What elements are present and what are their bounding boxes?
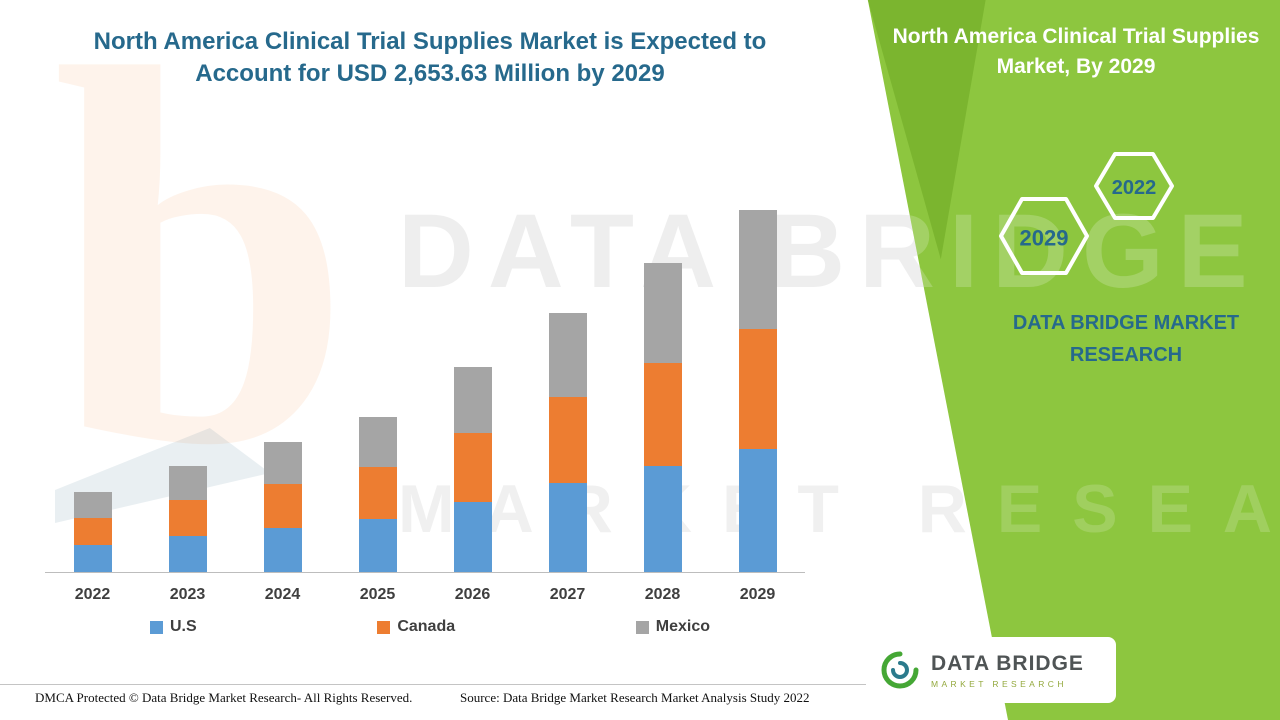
bar-segment-mexico-2028 xyxy=(643,263,682,364)
footer-source: Source: Data Bridge Market Research Mark… xyxy=(460,690,810,705)
footer-copyright: DMCA Protected © Data Bridge Market Rese… xyxy=(35,690,413,705)
bar-segment-canada-2027 xyxy=(548,396,587,484)
bar-stack-2026 xyxy=(453,366,492,572)
legend-label-canada: Canada xyxy=(397,618,456,635)
x-label-2026: 2026 xyxy=(454,586,491,603)
brand-text-line2: RESEARCH xyxy=(1069,344,1183,366)
bar-stack-2024 xyxy=(263,442,302,572)
side-panel-title: North America Clinical Trial Supplies Ma… xyxy=(880,22,1272,83)
dbmr-logo-card: DATA BRIDGE MARKET RESEARCH xyxy=(866,637,1116,703)
brand-text-line1: DATA BRIDGE MARKET xyxy=(1012,312,1240,334)
bar-stack-2029 xyxy=(738,210,777,572)
bar-segment-mexico-2025 xyxy=(358,417,397,467)
logo-subtitle: MARKET RESEARCH xyxy=(931,678,1067,689)
bar-segment-canada-2026 xyxy=(453,432,492,502)
x-axis-labels: 2022 2023 2024 2025 2026 2027 2028 2029 xyxy=(45,586,805,604)
legend-item-us: U.S xyxy=(150,618,197,636)
legend-swatch-mexico xyxy=(635,620,649,634)
chart-title: North America Clinical Trial Supplies Ma… xyxy=(50,26,810,91)
bar-chart-plot xyxy=(45,150,805,573)
bar-segment-us-2027 xyxy=(548,483,587,572)
x-label-2025: 2025 xyxy=(359,586,396,603)
bar-segment-mexico-2029 xyxy=(738,210,777,329)
dbmr-logo-icon xyxy=(881,651,919,689)
chart-legend: U.S Canada Mexico xyxy=(150,618,710,636)
bar-stack-2023 xyxy=(168,466,207,572)
bar-segment-us-2025 xyxy=(358,518,397,572)
bar-segment-us-2024 xyxy=(263,527,302,572)
bar-segment-us-2022 xyxy=(73,544,112,572)
bar-segment-us-2028 xyxy=(643,466,682,572)
bar-segment-us-2026 xyxy=(453,501,492,572)
bar-segment-mexico-2026 xyxy=(453,366,492,433)
logo-name: DATA BRIDGE xyxy=(931,651,1084,675)
bar-segment-mexico-2024 xyxy=(263,442,302,485)
bar-segment-canada-2024 xyxy=(263,484,302,528)
bar-segment-canada-2025 xyxy=(358,466,397,519)
bar-segment-canada-2023 xyxy=(168,500,207,536)
footer-divider xyxy=(0,684,1000,685)
bar-segment-canada-2028 xyxy=(643,363,682,467)
x-label-2027: 2027 xyxy=(549,586,586,603)
bar-segment-mexico-2023 xyxy=(168,466,207,501)
hexagon-badge-2029: 2029 xyxy=(999,197,1089,275)
hexagon-outline xyxy=(1094,152,1174,220)
bar-segment-canada-2022 xyxy=(73,517,112,545)
bar-stack-2028 xyxy=(643,263,682,572)
bar-segment-canada-2029 xyxy=(738,328,777,449)
bar-stack-2022 xyxy=(73,492,112,572)
bar-segment-mexico-2022 xyxy=(73,492,112,518)
legend-label-us: U.S xyxy=(170,618,197,635)
legend-item-mexico: Mexico xyxy=(635,618,710,636)
side-panel-title-line2: Market, By 2029 xyxy=(996,55,1156,79)
hexagon-2022-label: 2022 xyxy=(1112,177,1157,199)
bar-segment-us-2029 xyxy=(738,448,777,572)
chart-title-line1: North America Clinical Trial Supplies Ma… xyxy=(93,28,767,55)
bar-segment-us-2023 xyxy=(168,535,207,572)
x-label-2024: 2024 xyxy=(264,586,301,603)
x-label-2023: 2023 xyxy=(169,586,206,603)
hexagon-2029-label: 2029 xyxy=(1020,226,1069,251)
x-label-2028: 2028 xyxy=(644,586,681,603)
legend-swatch-canada xyxy=(377,620,391,634)
legend-item-canada: Canada xyxy=(377,618,455,636)
bar-stack-2027 xyxy=(548,312,587,572)
bar-stack-2025 xyxy=(358,417,397,572)
legend-label-mexico: Mexico xyxy=(655,618,710,635)
legend-swatch-us xyxy=(150,620,163,634)
x-label-2022: 2022 xyxy=(74,586,111,603)
side-panel-title-line1: North America Clinical Trial Supplies xyxy=(892,25,1260,48)
x-label-2029: 2029 xyxy=(739,586,776,603)
side-panel-brand-text: DATA BRIDGE MARKET RESEARCH xyxy=(1000,307,1252,371)
hexagon-badge-2022: 2022 xyxy=(1094,152,1174,220)
bar-segment-mexico-2027 xyxy=(548,312,587,397)
chart-title-line2: Account for USD 2,653.63 Million by 2029 xyxy=(195,60,665,88)
hexagon-outline xyxy=(999,197,1089,275)
